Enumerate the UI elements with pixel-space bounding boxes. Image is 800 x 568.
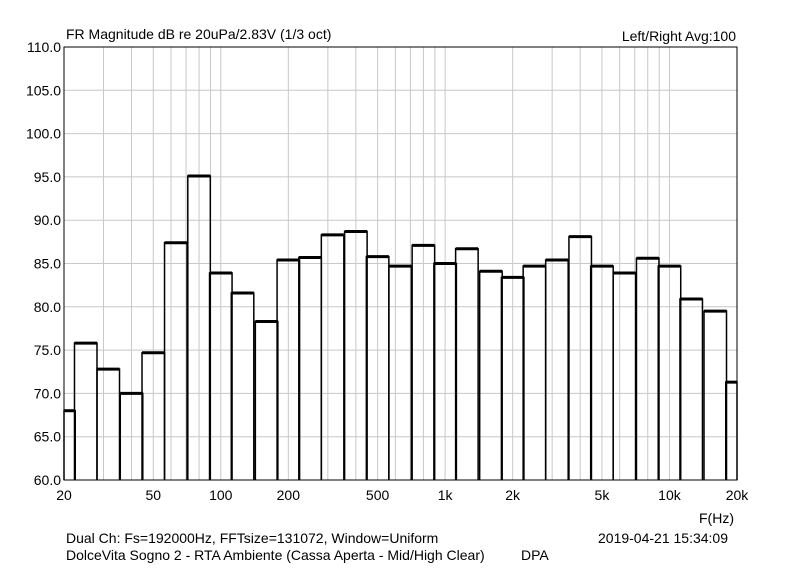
x-axis-label: F(Hz) <box>699 510 734 526</box>
x-tick-label: 10k <box>658 487 682 503</box>
bar-outline <box>478 270 503 480</box>
measurement-description: DolceVita Sogno 2 - RTA Ambiente (Cassa … <box>66 547 485 563</box>
y-tick-label: 65.0 <box>34 429 61 445</box>
bar-series <box>63 174 738 480</box>
x-tick-label: 20k <box>726 487 750 503</box>
bar-outline <box>544 259 569 480</box>
y-tick-label: 110.0 <box>27 39 61 55</box>
x-tick-label: 20 <box>56 487 72 503</box>
x-tick-label: 2k <box>505 487 521 503</box>
bar-outline <box>63 409 77 480</box>
y-tick-label: 95.0 <box>34 169 61 185</box>
bar-outline <box>298 256 323 480</box>
y-tick-label: 80.0 <box>34 299 61 315</box>
x-tick-label: 1k <box>438 487 454 503</box>
bar-outline <box>230 292 255 480</box>
measurement-timestamp: 2019-04-21 15:34:09 <box>598 530 728 546</box>
y-tick-label: 90.0 <box>34 212 61 228</box>
bar-outline <box>679 298 704 480</box>
y-tick-label: 85.0 <box>34 256 61 272</box>
y-tick-labels: 60.0 65.0 70.0 75.0 80.0 85.0 90.0 95.0 100.0 105… <box>26 39 61 488</box>
x-tick-labels: 20 50 100 200 500 1k 2k 5k 10k 20k <box>56 487 749 503</box>
x-tick-label: 100 <box>209 487 233 503</box>
bar-outline <box>73 342 98 480</box>
chart-title: FR Magnitude dB re 20uPa/2.83V (1/3 oct) <box>66 26 332 42</box>
x-tick-label: 200 <box>277 487 301 503</box>
bar-outline <box>163 241 188 480</box>
bar-outline <box>612 272 637 480</box>
y-tick-label: 105.0 <box>26 82 61 98</box>
y-tick-label: 100.0 <box>26 126 61 142</box>
channel-info: Left/Right Avg:100 <box>621 28 736 44</box>
bar-outline <box>522 265 547 480</box>
bar-outline <box>320 234 345 480</box>
measurement-settings: Dual Ch: Fs=192000Hz, FFTsize=131072, Wi… <box>66 530 439 546</box>
y-tick-label: 70.0 <box>34 385 61 401</box>
plot-frame <box>63 46 738 481</box>
bar-outline <box>254 320 279 480</box>
bar-outline <box>96 368 121 480</box>
x-tick-label: 5k <box>595 487 611 503</box>
y-tick-label: 75.0 <box>34 342 61 358</box>
bar-outline <box>388 265 413 480</box>
y-tick-label: 60.0 <box>34 472 61 488</box>
x-tick-label: 500 <box>366 487 390 503</box>
measurement-tag: DPA <box>521 547 549 563</box>
bar-outline <box>703 310 728 480</box>
bar-outline <box>724 381 738 480</box>
bar-outline <box>454 248 479 480</box>
x-tick-label: 50 <box>145 487 161 503</box>
